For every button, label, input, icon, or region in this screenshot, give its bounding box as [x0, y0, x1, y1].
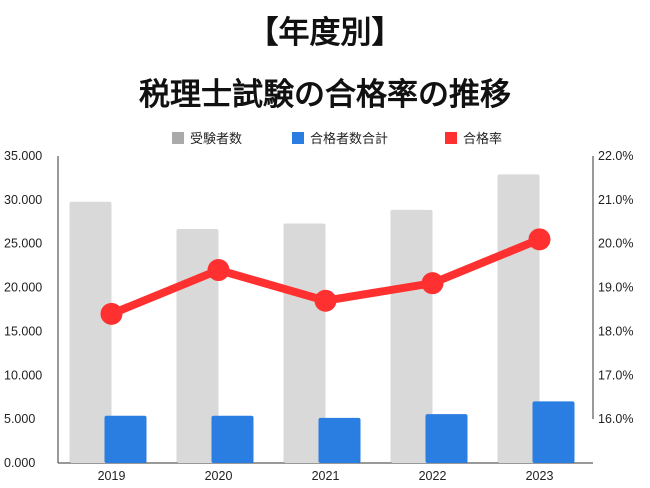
- pass-rate-point: [207, 259, 230, 282]
- bar-examinees: [69, 201, 112, 463]
- bar-examinees: [176, 229, 219, 463]
- y-right-tick-label: 22.0%: [598, 149, 633, 163]
- y-right-tick-label: 16.0%: [598, 412, 633, 426]
- chart-title-line-2: 税理士試験の合格率の推移: [139, 77, 511, 113]
- legend-label: 合格者数合計: [310, 131, 388, 147]
- bar-passers: [318, 417, 361, 463]
- y-left-tick-label: 10.000: [4, 368, 42, 382]
- y-left-tick-label: 30.000: [4, 193, 42, 207]
- pass-rate-point: [528, 228, 551, 251]
- x-tick-label: 2022: [419, 469, 447, 483]
- y-right-tick-label: 18.0%: [598, 324, 633, 338]
- pass-rate-point: [421, 272, 444, 295]
- y-left-tick-label: 15.000: [4, 324, 42, 338]
- legend-label: 合格率: [463, 131, 502, 147]
- y-left-tick-label: 20.000: [4, 281, 42, 295]
- bar-examinees: [283, 223, 326, 463]
- bar-passers: [532, 401, 575, 463]
- y-right-tick-label: 17.0%: [598, 368, 633, 382]
- y-right-tick-label: 19.0%: [598, 281, 633, 295]
- y-left-tick-label: 5.000: [4, 412, 35, 426]
- pass-rate-point: [314, 289, 337, 312]
- bar-examinees: [390, 209, 433, 463]
- legend-swatch: [292, 132, 304, 144]
- y-right-tick-label: 20.0%: [598, 237, 633, 251]
- bar-passers: [211, 415, 254, 463]
- chart-title-line-1: 【年度別】: [247, 15, 403, 51]
- x-tick-label: 2023: [526, 469, 554, 483]
- x-tick-label: 2019: [98, 469, 126, 483]
- x-tick-label: 2020: [205, 469, 233, 483]
- y-left-tick-label: 0.000: [4, 456, 35, 470]
- legend-swatch: [172, 132, 184, 144]
- y-left-tick-label: 35.000: [4, 149, 42, 163]
- legend-swatch: [445, 132, 457, 144]
- y-right-tick-label: 21.0%: [598, 193, 633, 207]
- bar-passers: [425, 414, 468, 463]
- y-left-tick-label: 25.000: [4, 237, 42, 251]
- x-tick-label: 2021: [312, 469, 340, 483]
- pass-rate-point: [100, 302, 123, 325]
- bar-passers: [104, 415, 147, 463]
- legend-label: 受験者数: [190, 132, 242, 147]
